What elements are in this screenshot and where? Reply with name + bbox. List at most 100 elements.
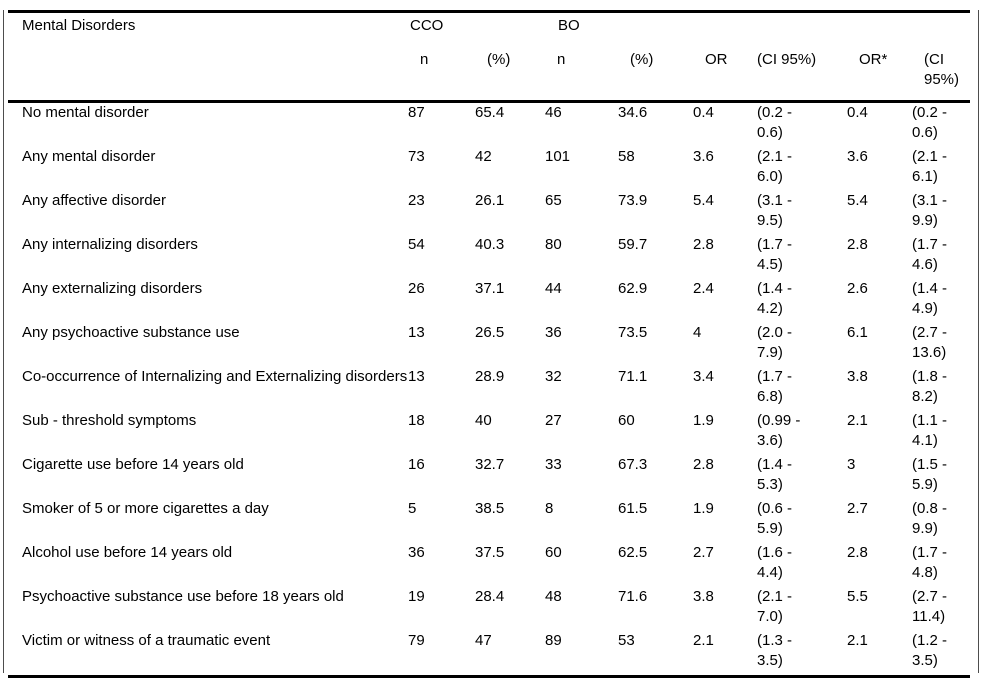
col-header-or-adjusted: OR* <box>859 51 888 68</box>
cco-pct-cell: 40 <box>475 412 492 429</box>
or-cell: 0.4 <box>693 104 714 121</box>
cco-n-cell: 13 <box>408 368 425 385</box>
bo-pct-cell: 71.1 <box>618 368 648 385</box>
bo-n-cell: 46 <box>545 104 562 121</box>
ci95-adjusted-cell: (1.4 - 4.9) <box>912 280 948 317</box>
bo-pct-cell: 60 <box>618 412 635 429</box>
col-header-bo-pct: (%) <box>630 51 654 68</box>
table-header: Mental Disorders CCO BO n (%) n (%) OR (… <box>8 12 970 102</box>
or-cell: 3.4 <box>693 368 714 385</box>
sub-header-row: n (%) n (%) OR (CI 95%) OR* (CI 95%) <box>8 48 970 102</box>
ci95-cell: (1.7 - 4.5) <box>757 236 793 273</box>
or-adjusted-cell: 6.1 <box>847 324 868 341</box>
cco-pct-cell: 42 <box>475 148 492 165</box>
ci95-adjusted-cell: (2.1 - 6.1) <box>912 148 948 185</box>
table-row: Sub - threshold symptoms 18 40 27 60 1.9… <box>8 411 970 455</box>
or-cell: 2.1 <box>693 632 714 649</box>
ci95-cell: (2.1 - 7.0) <box>757 588 793 625</box>
table-row: Any internalizing disorders 54 40.3 80 5… <box>8 235 970 279</box>
ci95-cell: (1.4 - 5.3) <box>757 456 793 493</box>
bo-pct-cell: 71.6 <box>618 588 648 605</box>
ci95-adjusted-cell: (0.8 - 9.9) <box>912 500 948 537</box>
or-adjusted-cell: 5.5 <box>847 588 868 605</box>
bo-pct-cell: 73.9 <box>618 192 648 209</box>
or-adjusted-cell: 2.8 <box>847 236 868 253</box>
or-adjusted-cell: 2.7 <box>847 500 868 517</box>
cco-n-cell: 23 <box>408 192 425 209</box>
or-cell: 2.8 <box>693 456 714 473</box>
row-label: Sub - threshold symptoms <box>22 412 197 429</box>
group-header-spacer <box>693 12 970 49</box>
bo-pct-cell: 61.5 <box>618 500 648 517</box>
or-adjusted-cell: 0.4 <box>847 104 868 121</box>
ci95-adjusted-cell: (0.2 - 0.6) <box>912 104 948 141</box>
ci95-cell: (2.1 - 6.0) <box>757 148 793 185</box>
table-row: Smoker of 5 or more cigarettes a day 5 3… <box>8 499 970 543</box>
bo-pct-cell: 59.7 <box>618 236 648 253</box>
cco-pct-cell: 37.5 <box>475 544 505 561</box>
or-cell: 5.4 <box>693 192 714 209</box>
table-right-border <box>978 10 979 673</box>
ci95-adjusted-cell: (2.7 - 13.6) <box>912 324 948 361</box>
cco-n-cell: 19 <box>408 588 425 605</box>
bo-pct-cell: 34.6 <box>618 104 648 121</box>
or-cell: 4 <box>693 324 702 341</box>
or-adjusted-cell: 3 <box>847 456 856 473</box>
bo-n-cell: 65 <box>545 192 562 209</box>
or-adjusted-cell: 2.8 <box>847 544 868 561</box>
table-left-border <box>3 10 4 673</box>
col-header-ci95-adjusted: (CI 95%) <box>924 51 960 88</box>
bo-pct-cell: 62.9 <box>618 280 648 297</box>
or-adjusted-cell: 3.8 <box>847 368 868 385</box>
group-header-row: Mental Disorders CCO BO <box>8 12 970 49</box>
col-header-or: OR <box>705 51 728 68</box>
or-adjusted-cell: 2.1 <box>847 412 868 429</box>
row-label: Any externalizing disorders <box>22 280 203 297</box>
or-cell: 2.4 <box>693 280 714 297</box>
col-group-cco: CCO <box>410 17 444 34</box>
bo-n-cell: 80 <box>545 236 562 253</box>
cco-pct-cell: 26.1 <box>475 192 505 209</box>
or-adjusted-cell: 2.1 <box>847 632 868 649</box>
table-row: Cigarette use before 14 years old 16 32.… <box>8 455 970 499</box>
ci95-cell: (0.2 - 0.6) <box>757 104 793 141</box>
ci95-cell: (1.3 - 3.5) <box>757 632 793 669</box>
col-header-bo-n: n <box>557 51 566 68</box>
or-adjusted-cell: 2.6 <box>847 280 868 297</box>
table-row: Co-occurrence of Internalizing and Exter… <box>8 367 970 411</box>
cco-pct-cell: 28.9 <box>475 368 505 385</box>
or-cell: 3.6 <box>693 148 714 165</box>
or-adjusted-cell: 3.6 <box>847 148 868 165</box>
table-row: Any mental disorder 73 42 101 58 3.6 (2.… <box>8 147 970 191</box>
table-row: Victim or witness of a traumatic event 7… <box>8 631 970 677</box>
table-row: Any psychoactive substance use 13 26.5 3… <box>8 323 970 367</box>
bo-n-cell: 48 <box>545 588 562 605</box>
bo-n-cell: 101 <box>545 148 571 165</box>
bo-n-cell: 8 <box>545 500 554 517</box>
or-cell: 2.7 <box>693 544 714 561</box>
bo-n-cell: 36 <box>545 324 562 341</box>
col-header-ci95: (CI 95%) <box>757 51 817 68</box>
cco-pct-cell: 47 <box>475 632 492 649</box>
cco-pct-cell: 65.4 <box>475 104 505 121</box>
col-header-mental-disorders: Mental Disorders <box>22 17 136 34</box>
cco-n-cell: 79 <box>408 632 425 649</box>
bo-n-cell: 60 <box>545 544 562 561</box>
ci95-cell: (0.99 - 3.6) <box>757 412 801 449</box>
row-label: Psychoactive substance use before 18 yea… <box>22 588 344 605</box>
row-label: Any psychoactive substance use <box>22 324 240 341</box>
bo-n-cell: 89 <box>545 632 562 649</box>
cco-n-cell: 26 <box>408 280 425 297</box>
row-label: Victim or witness of a traumatic event <box>22 632 271 649</box>
cco-n-cell: 18 <box>408 412 425 429</box>
ci95-adjusted-cell: (1.8 - 8.2) <box>912 368 948 405</box>
bo-n-cell: 33 <box>545 456 562 473</box>
ci95-cell: (0.6 - 5.9) <box>757 500 793 537</box>
table-body: No mental disorder 87 65.4 46 34.6 0.4 (… <box>8 102 970 677</box>
col-header-cco-n: n <box>420 51 429 68</box>
cco-n-cell: 16 <box>408 456 425 473</box>
ci95-adjusted-cell: (3.1 - 9.9) <box>912 192 948 229</box>
cco-pct-cell: 28.4 <box>475 588 505 605</box>
bo-n-cell: 32 <box>545 368 562 385</box>
